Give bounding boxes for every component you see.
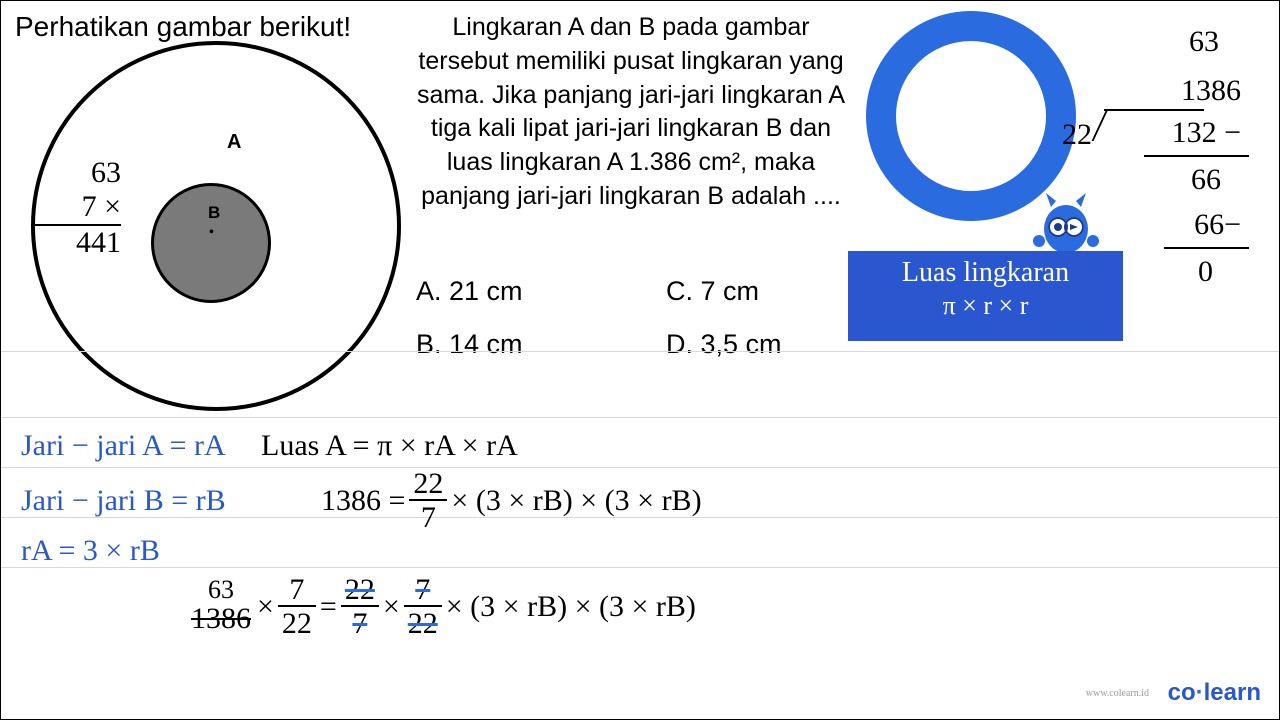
times: × xyxy=(257,590,274,624)
page-title: Perhatikan gambar berikut! xyxy=(15,11,351,43)
ld-rem1: 66 xyxy=(1104,157,1249,202)
rhs2: × (3 × rB) × (3 × rB) xyxy=(446,590,696,624)
option-a: A. 21 cm xyxy=(416,276,666,307)
mult-r: 441 xyxy=(31,226,121,260)
working-area: Jari − jari A = rA Luas A = π × rA × rA … xyxy=(21,421,1261,643)
ra-eq: rA = 3 × rB xyxy=(21,534,261,568)
sub-63: 63 xyxy=(191,578,251,601)
jari-b: Jari − jari B = rB xyxy=(21,484,261,518)
brand-url: www.colearn.id xyxy=(1086,688,1149,699)
frac-7-22-strike: 7 22 xyxy=(404,575,442,640)
options: A. 21 cm C. 7 cm B. 14 cm D. 3,5 cm xyxy=(416,276,846,382)
guide-line xyxy=(1,351,1279,352)
option-b: B. 14 cm xyxy=(416,329,666,360)
eq-rhs: × (3 × rB) × (3 × rB) xyxy=(451,484,701,518)
frac-7-22: 7 22 xyxy=(278,575,316,640)
inner-circle xyxy=(151,183,271,303)
label-b: B xyxy=(208,203,220,223)
long-division: 63 22 1386 132 − 66 66− 0 xyxy=(1104,19,1249,294)
sub-1386: 1386 xyxy=(191,602,251,636)
ld-step1: 132 − xyxy=(1104,110,1249,155)
label-a: A xyxy=(227,131,241,154)
mascot-icon xyxy=(1031,179,1101,259)
eq-lhs: 1386 = xyxy=(321,484,405,518)
frac-22-7-strike: 22 7 xyxy=(341,575,379,640)
ld-dividend: 1386 xyxy=(1181,68,1241,113)
mult-a: 63 xyxy=(31,156,121,190)
mult-block: 63 7 × 441 xyxy=(31,156,121,260)
brand-logo: co·learn xyxy=(1168,679,1261,707)
frac-22-7: 22 7 xyxy=(409,469,447,534)
center-dot: • xyxy=(209,225,214,241)
luas-a: Luas A = π × rA × rA xyxy=(261,429,518,463)
formula-expr: π × r × r xyxy=(848,291,1123,321)
formula-title: Luas lingkaran xyxy=(848,257,1123,289)
guide-line xyxy=(1,417,1279,418)
jari-a: Jari − jari A = rA xyxy=(21,429,261,463)
equals: = xyxy=(320,590,337,624)
mult-b: 7 × xyxy=(31,190,121,224)
formula-box: Luas lingkaran π × r × r xyxy=(848,251,1123,341)
option-c: C. 7 cm xyxy=(666,276,759,307)
ld-rem2: 0 xyxy=(1104,249,1249,294)
option-d: D. 3,5 cm xyxy=(666,329,782,360)
times2: × xyxy=(383,590,400,624)
ld-quotient: 63 xyxy=(1104,19,1249,64)
ld-divisor: 22 xyxy=(1062,112,1092,157)
ld-step2: 66− xyxy=(1104,202,1249,247)
question-text: Lingkaran A dan B pada gambar tersebut m… xyxy=(416,11,846,214)
